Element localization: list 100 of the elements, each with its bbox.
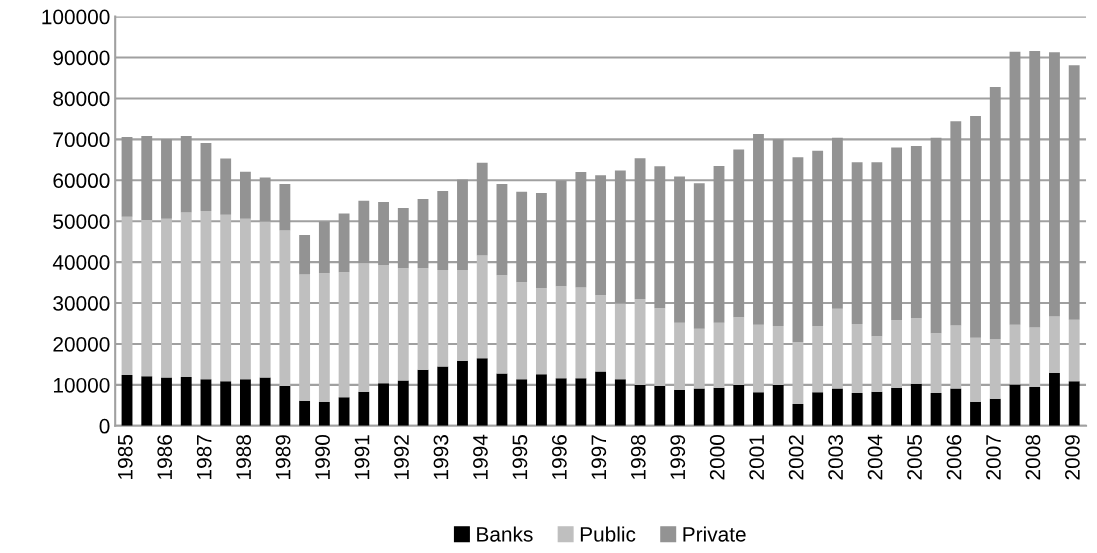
x-tick-label: 1997 (591, 435, 607, 479)
x-tick-label: 2003 (828, 435, 843, 480)
bar (457, 179, 468, 270)
bar (713, 322, 725, 388)
bar (1049, 316, 1060, 374)
bar (496, 183, 508, 276)
bar (180, 136, 192, 213)
bar (397, 208, 409, 269)
bar (713, 387, 725, 426)
bar (674, 176, 685, 323)
bar (121, 375, 133, 426)
bar (161, 138, 172, 219)
bar (417, 369, 429, 426)
bar (535, 288, 547, 375)
bar (1068, 381, 1080, 426)
bar (1009, 51, 1021, 325)
y-tick-label: 100000 (42, 9, 110, 25)
bar (1009, 384, 1021, 426)
legend-label: Private (683, 526, 746, 542)
bar (970, 337, 981, 402)
bar (358, 263, 370, 392)
bar (1049, 373, 1060, 426)
bar (910, 145, 922, 319)
bar (397, 380, 409, 426)
bar (259, 221, 271, 378)
bar (516, 282, 528, 380)
x-tick-label: 1996 (551, 435, 567, 479)
bar (772, 139, 784, 326)
x-tick-label: 1991 (354, 435, 370, 479)
bar (161, 218, 172, 378)
bar (595, 175, 607, 296)
bar (871, 336, 883, 392)
legend-label: Public (580, 526, 636, 542)
bar (970, 401, 981, 426)
bar (970, 116, 981, 338)
bar (180, 212, 192, 378)
bar (812, 326, 824, 393)
bar (733, 149, 745, 318)
x-tick-label: 1985 (117, 435, 133, 479)
x-tick-label: 1988 (236, 435, 252, 479)
bar (575, 378, 587, 426)
y-tick-label: 30000 (53, 296, 110, 311)
y-tick-label: 60000 (53, 173, 110, 189)
bar (200, 143, 212, 211)
bar (141, 136, 153, 220)
x-tick-label: 2000 (709, 434, 725, 480)
bar (180, 377, 192, 426)
bar (358, 391, 370, 426)
bar (535, 374, 547, 426)
bar (654, 166, 666, 309)
bar (930, 137, 942, 334)
bar (516, 191, 528, 283)
bar (1068, 319, 1080, 382)
bar (1029, 327, 1041, 387)
bar (831, 137, 843, 309)
bar (220, 381, 232, 426)
bar (516, 379, 528, 426)
bar (753, 134, 764, 325)
bar (555, 378, 567, 426)
bar (279, 386, 291, 426)
x-tick-label: 1994 (473, 434, 488, 479)
bar (891, 387, 903, 426)
bar (476, 358, 488, 426)
bar (358, 200, 370, 264)
bar (851, 162, 863, 324)
bar (1068, 65, 1080, 320)
bar (239, 218, 251, 380)
bar (812, 150, 824, 327)
bar (437, 269, 449, 367)
x-tick-label: 1986 (157, 435, 173, 479)
bar (792, 157, 804, 343)
bar (950, 388, 962, 426)
bar (338, 397, 350, 426)
x-tick-label: 1999 (670, 435, 686, 479)
bar (654, 386, 666, 426)
bar (476, 255, 488, 359)
bar (891, 147, 903, 321)
bar (378, 383, 389, 426)
legend-label: Banks (477, 526, 533, 542)
bar (772, 384, 784, 426)
bar (674, 322, 685, 390)
bar (318, 273, 330, 403)
bar (930, 393, 942, 426)
bar (614, 379, 626, 426)
y-tick-label: 70000 (53, 132, 110, 148)
bar (891, 320, 903, 388)
bar (397, 268, 409, 381)
bar (121, 136, 133, 217)
bar (831, 388, 843, 426)
x-tick-label: 1989 (275, 435, 291, 479)
bar (614, 303, 626, 380)
bar (141, 376, 153, 426)
bar (753, 392, 764, 426)
x-tick-label: 2006 (946, 435, 962, 480)
bar (950, 121, 962, 326)
bar (693, 328, 705, 389)
bar (220, 214, 232, 382)
x-tick-label: 1987 (196, 435, 212, 479)
bar (417, 268, 429, 370)
bar (161, 377, 172, 426)
